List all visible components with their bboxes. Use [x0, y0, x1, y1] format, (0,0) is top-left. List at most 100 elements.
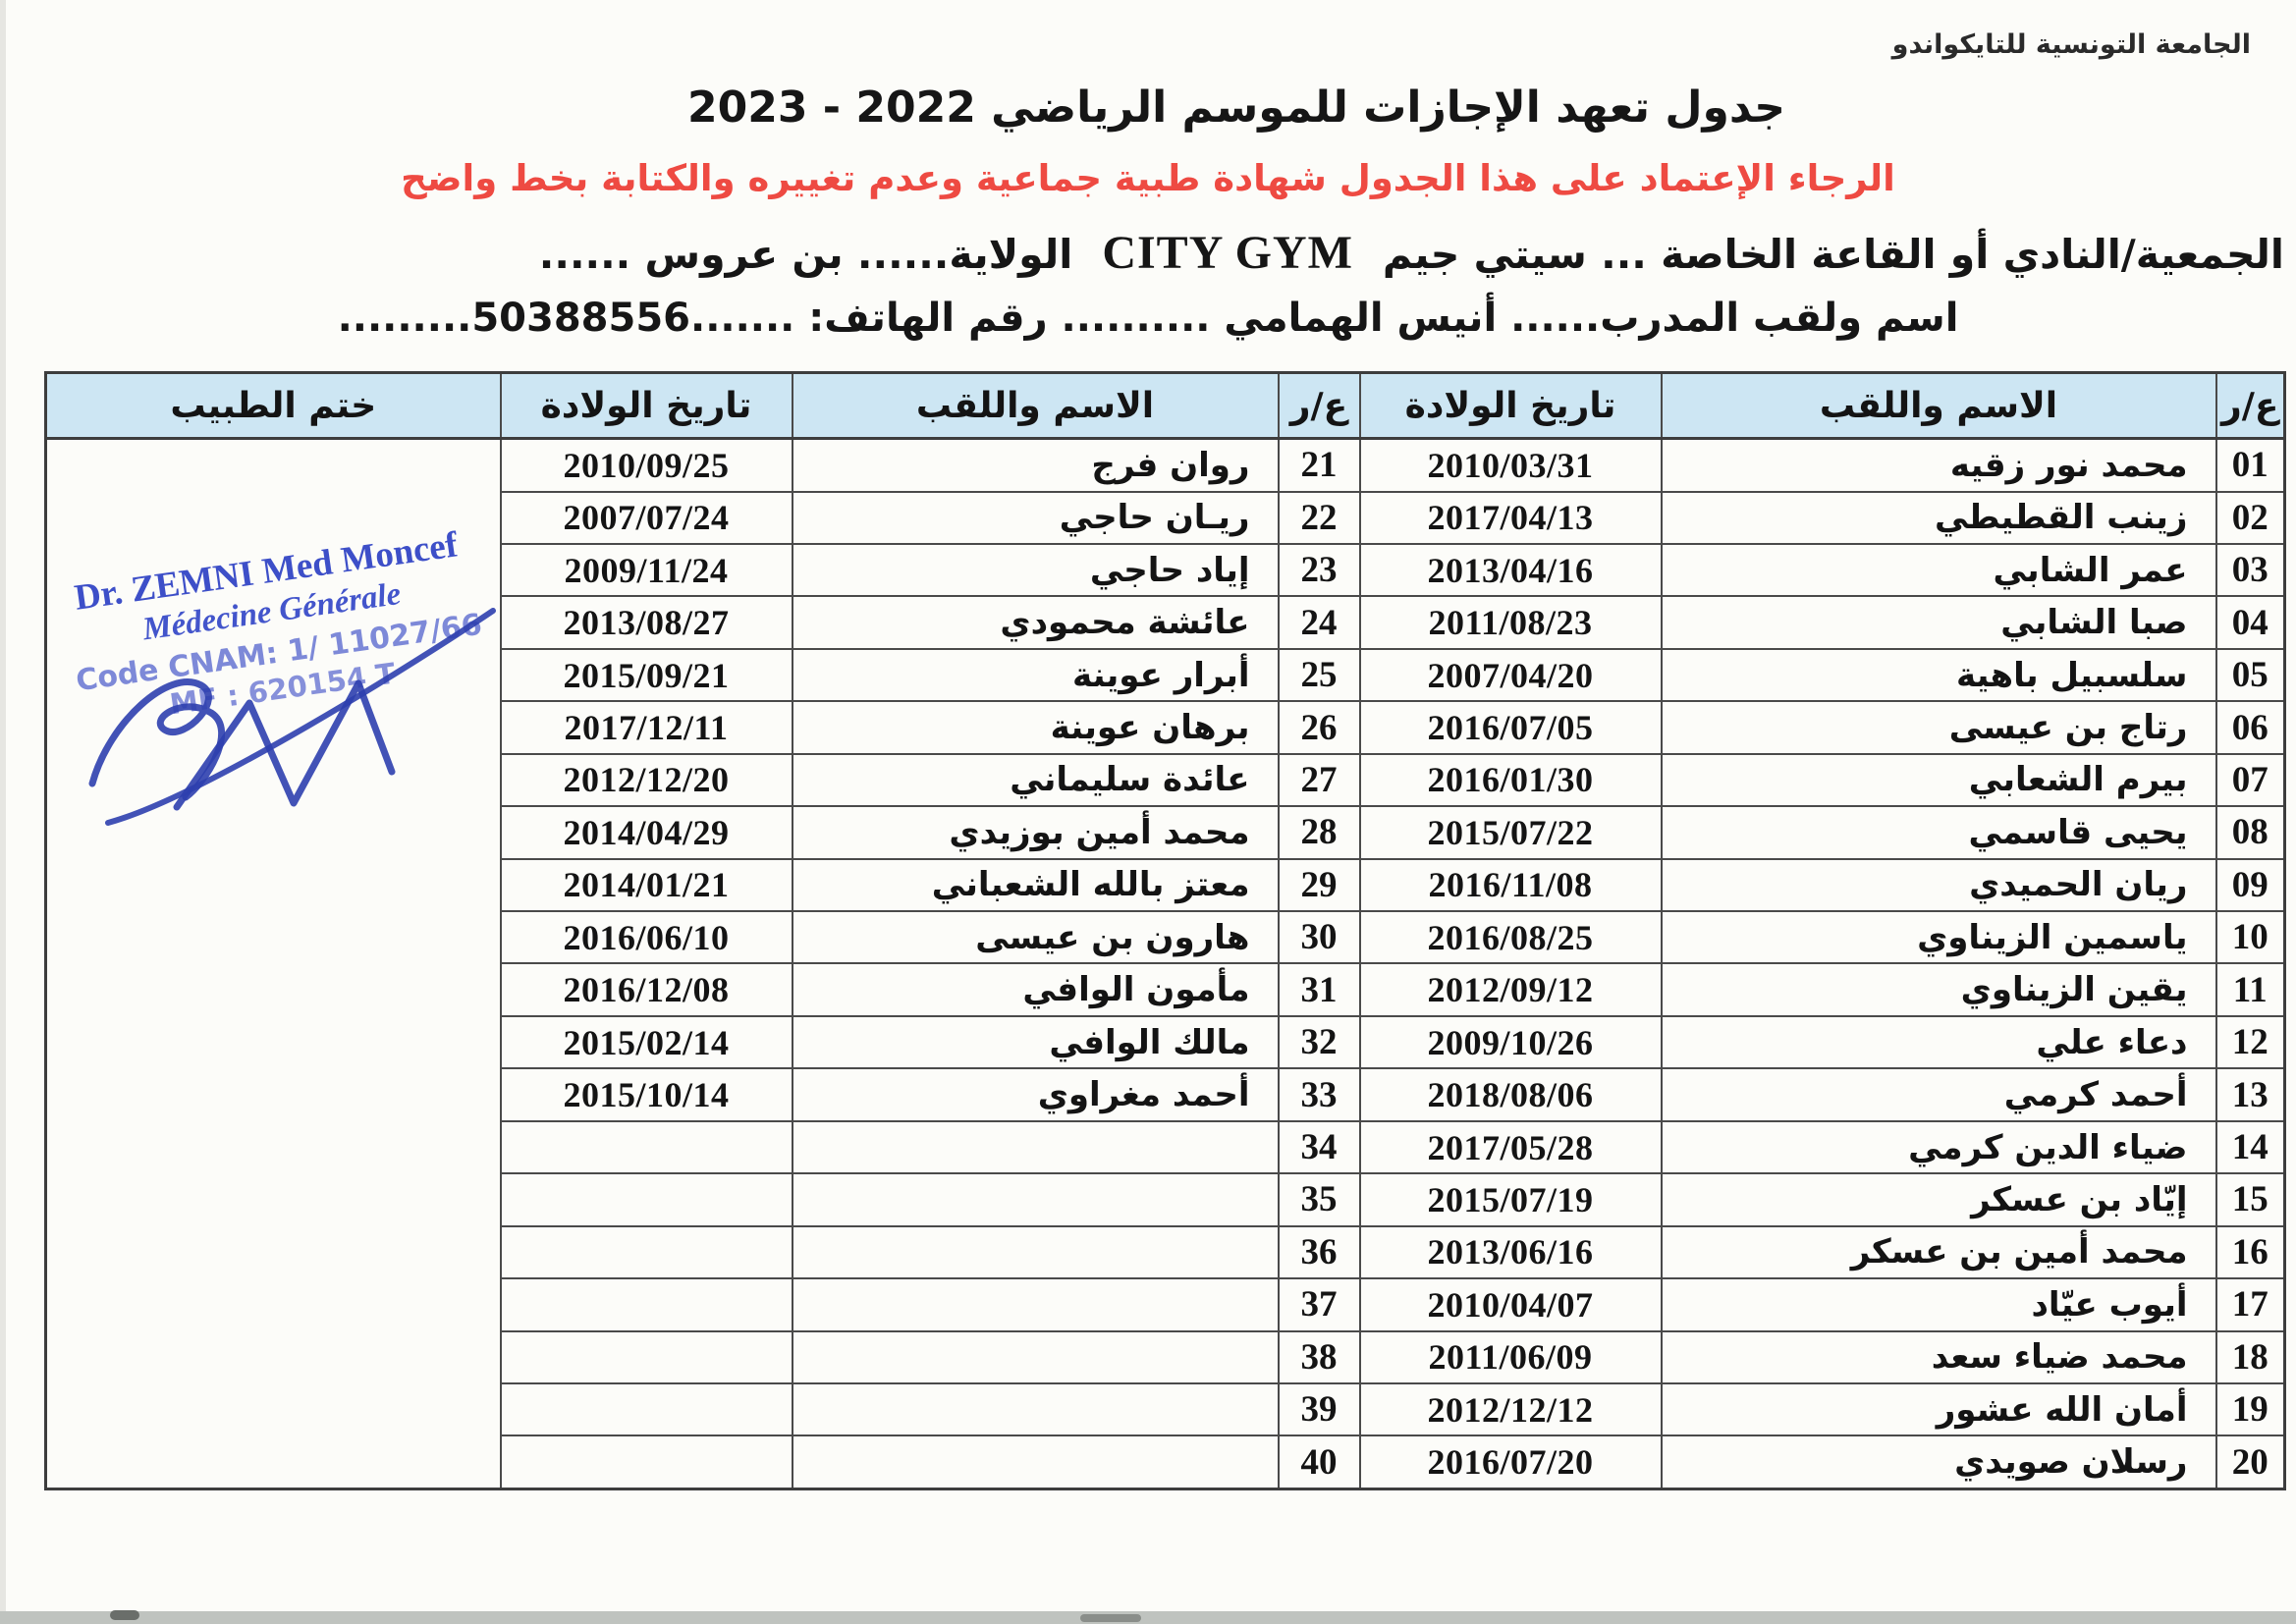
scan-smudge: [110, 1610, 139, 1620]
name-cell: [791, 1435, 1280, 1490]
birthdate-cell: 2011/08/23: [1358, 595, 1663, 650]
row-number-cell: 37: [1277, 1277, 1361, 1332]
name-cell: [791, 1381, 1280, 1437]
birthdate-cell: [499, 1435, 793, 1490]
row-number-cell: 32: [1277, 1014, 1361, 1070]
table-row: 16 محمد أمين بن عسكر 2013/06/16 36: [46, 1224, 2286, 1280]
name-cell: أحمد كرمي: [1660, 1067, 2217, 1122]
row-number-cell: 33: [1277, 1067, 1361, 1122]
name-cell: ريـان حاجي: [791, 490, 1280, 545]
club-label: الجمعية/النادي أو القاعة الخاصة ... سيتي…: [1382, 231, 2284, 278]
row-number-cell: 01: [2214, 437, 2286, 493]
row-number-cell: 15: [2214, 1172, 2286, 1227]
name-cell: [791, 1277, 1280, 1332]
birthdate-cell: [499, 1119, 793, 1175]
name-cell: دعاء علي: [1660, 1014, 2217, 1070]
birthdate-cell: 2015/02/14: [499, 1014, 793, 1070]
name-cell: يقين الزيناوي: [1660, 962, 2217, 1017]
doctor-stamp: Dr. ZEMNI Med Moncef Médecine Générale C…: [48, 441, 499, 1488]
name-cell: محمد نور زقيه: [1660, 437, 2217, 493]
name-cell: معتز بالله الشعباني: [791, 857, 1280, 913]
doctor-stamp-cell: Dr. ZEMNI Med Moncef Médecine Générale C…: [44, 437, 502, 1490]
table-row: 19 أمان الله عشور 2012/12/12 39: [46, 1381, 2286, 1437]
birthdate-cell: [499, 1329, 793, 1384]
birthdate-cell: 2017/12/11: [499, 700, 793, 755]
row-number-cell: 11: [2214, 962, 2286, 1017]
birthdate-cell: 2015/07/19: [1358, 1172, 1663, 1227]
birthdate-cell: 2012/12/12: [1358, 1381, 1663, 1437]
row-number-cell: 23: [1277, 542, 1361, 598]
name-cell: رسلان صويدي: [1660, 1435, 2217, 1490]
row-number-cell: 13: [2214, 1067, 2286, 1122]
birthdate-cell: 2013/04/16: [1358, 542, 1663, 598]
table-body: 01 محمد نور زقيه 2010/03/31 21 روان فرج 2010/…: [44, 437, 2286, 1490]
row-number-cell: 10: [2214, 910, 2286, 965]
name-cell: أبرار عوينة: [791, 647, 1280, 703]
row-number-cell: 28: [1277, 805, 1361, 860]
licenses-table: ع/ر الاسم واللقب تاريخ الولادة ع/ر الاسم…: [44, 371, 2286, 1490]
row-number-cell: 14: [2214, 1119, 2286, 1175]
row-number-cell: 20: [2214, 1435, 2286, 1490]
name-cell: رتاج بن عيسى: [1660, 700, 2217, 755]
name-cell: عائشة محمودي: [791, 595, 1280, 650]
name-cell: روان فرج: [791, 437, 1280, 493]
table-row: 18 محمد ضياء سعد 2011/06/09 38: [46, 1329, 2286, 1384]
row-number-cell: 04: [2214, 595, 2286, 650]
row-number-cell: 24: [1277, 595, 1361, 650]
name-cell: محمد أمين بن عسكر: [1660, 1224, 2217, 1280]
name-cell: إيّاد بن عسكر: [1660, 1172, 2217, 1227]
birthdate-cell: 2009/11/24: [499, 542, 793, 598]
row-number-cell: 17: [2214, 1277, 2286, 1332]
row-number-cell: 09: [2214, 857, 2286, 913]
club-line: الجمعية/النادي أو القاعة الخاصة ... سيتي…: [10, 226, 2296, 280]
row-number-cell: 39: [1277, 1381, 1361, 1437]
birthdate-cell: 2016/11/08: [1358, 857, 1663, 913]
birthdate-cell: 2017/04/13: [1358, 490, 1663, 545]
row-number-cell: 05: [2214, 647, 2286, 703]
row-number-cell: 34: [1277, 1119, 1361, 1175]
header-name-right: الاسم واللقب: [1660, 371, 2217, 440]
row-number-cell: 12: [2214, 1014, 2286, 1070]
name-cell: ريان الحميدي: [1660, 857, 2217, 913]
table-row: 07 بيرم الشعابي 2016/01/30 27 عائدة سليماني 2…: [46, 752, 2286, 808]
scan-edge-bottom: [0, 1611, 2296, 1624]
birthdate-cell: 2007/04/20: [1358, 647, 1663, 703]
table-row: 02 زينب القطيطي 2017/04/13 22 ريـان حاجي 2007…: [46, 490, 2286, 545]
row-number-cell: 07: [2214, 752, 2286, 808]
birthdate-cell: 2015/07/22: [1358, 805, 1663, 860]
row-number-cell: 40: [1277, 1435, 1361, 1490]
name-cell: إياد حاجي: [791, 542, 1280, 598]
table-row: 11 يقين الزيناوي 2012/09/12 31 مأمون الوافي 2…: [46, 962, 2286, 1017]
table-header-row: ع/ر الاسم واللقب تاريخ الولادة ع/ر الاسم…: [44, 371, 2286, 440]
header-row-number-left: ع/ر: [1277, 371, 1361, 440]
birthdate-cell: 2011/06/09: [1358, 1329, 1663, 1384]
birthdate-cell: 2010/03/31: [1358, 437, 1663, 493]
birthdate-cell: 2018/08/06: [1358, 1067, 1663, 1122]
row-number-cell: 08: [2214, 805, 2286, 860]
name-cell: مالك الوافي: [791, 1014, 1280, 1070]
name-cell: سلسبيل باهية: [1660, 647, 2217, 703]
header-name-left: الاسم واللقب: [791, 371, 1280, 440]
row-number-cell: 06: [2214, 700, 2286, 755]
birthdate-cell: 2017/05/28: [1358, 1119, 1663, 1175]
federation-name: الجامعة التونسية للتايكواندو: [1891, 29, 2251, 60]
birthdate-cell: 2016/06/10: [499, 910, 793, 965]
birthdate-cell: 2013/08/27: [499, 595, 793, 650]
name-cell: [791, 1119, 1280, 1175]
row-number-cell: 38: [1277, 1329, 1361, 1384]
name-cell: عائدة سليماني: [791, 752, 1280, 808]
birthdate-cell: 2009/10/26: [1358, 1014, 1663, 1070]
birthdate-cell: [499, 1277, 793, 1332]
table-row: 10 ياسمين الزيناوي 2016/08/25 30 هارون بن عي…: [46, 910, 2286, 965]
trainer-line: اسم ولقب المدرب...... أنيس الهمامي .....…: [337, 296, 1959, 341]
birthdate-cell: [499, 1172, 793, 1227]
birthdate-cell: 2010/04/07: [1358, 1277, 1663, 1332]
page-title: جدول تعهد الإجازات للموسم الرياضي 2022 -…: [686, 82, 1785, 133]
birthdate-cell: 2014/01/21: [499, 857, 793, 913]
row-number-cell: 26: [1277, 700, 1361, 755]
birthdate-cell: 2016/07/20: [1358, 1435, 1663, 1490]
birthdate-cell: 2016/12/08: [499, 962, 793, 1017]
medical-notice-red: الرجاء الإعتماد على هذا الجدول شهادة طبي…: [401, 157, 1895, 199]
table-row: 14 ضياء الدين كرمي 2017/05/28 34: [46, 1119, 2286, 1175]
